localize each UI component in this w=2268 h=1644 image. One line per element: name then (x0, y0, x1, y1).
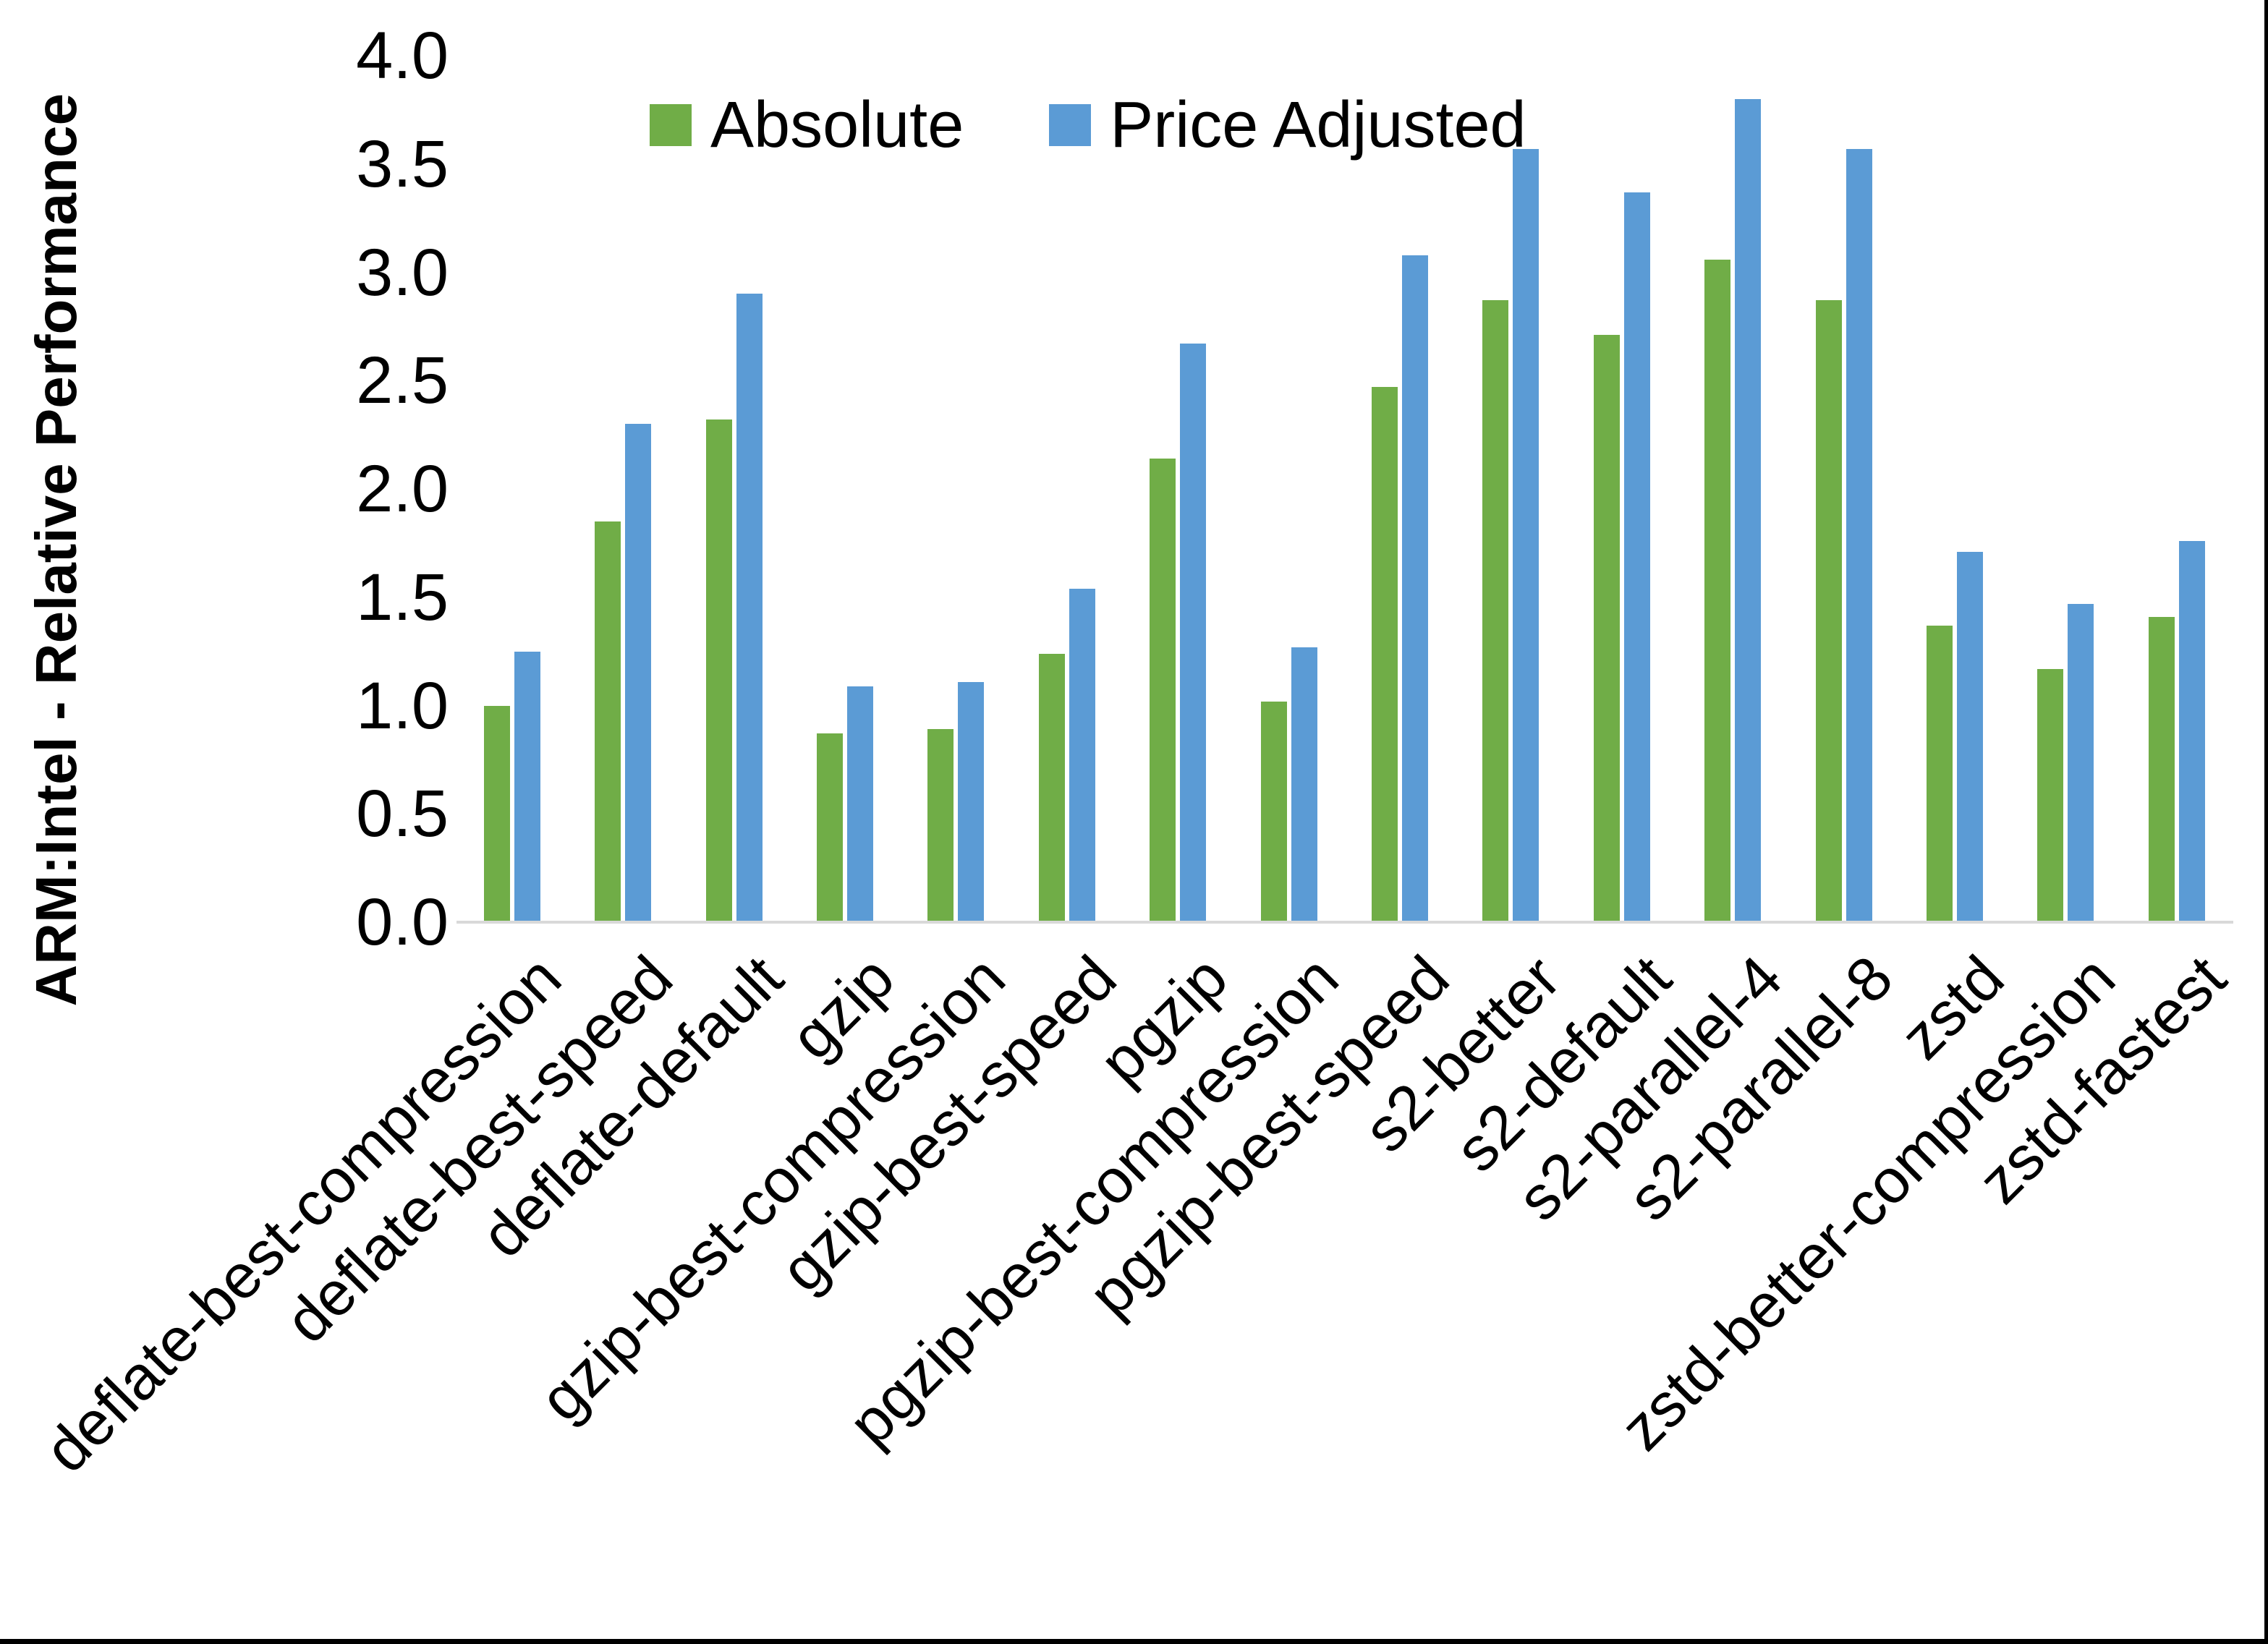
y-tick-label: 3.5 (356, 127, 449, 201)
bar-absolute-zstd-better-compression (2037, 668, 2064, 922)
y-tick-label: 1.0 (356, 668, 449, 743)
bar-absolute-pgzip-best-speed (1371, 387, 1398, 922)
legend: Absolute Price Adjusted (650, 93, 1526, 158)
bar-price-adjusted-deflate-best-compression (514, 651, 540, 922)
bar-price-adjusted-pgzip-best-speed (1401, 255, 1428, 922)
page-edge-bottom (0, 1639, 2268, 1644)
bar-absolute-deflate-best-speed (595, 521, 621, 922)
bar-price-adjusted-deflate-best-speed (625, 424, 652, 922)
bar-absolute-zstd-fastest (2148, 616, 2175, 922)
bar-price-adjusted-s2-parallel-4 (1735, 98, 1762, 922)
bar-absolute-s2-better (1482, 300, 1509, 922)
bar-price-adjusted-pgzip (1180, 344, 1207, 922)
legend-item-absolute: Absolute (650, 93, 964, 158)
bar-absolute-zstd (1926, 625, 1953, 922)
bar-price-adjusted-pgzip-best-compression (1291, 647, 1317, 922)
bar-absolute-gzip (816, 733, 843, 922)
bar-absolute-deflate-best-compression (483, 705, 510, 922)
y-tick-label: 4.0 (356, 19, 449, 93)
legend-item-price-adjusted: Price Adjusted (1049, 93, 1526, 158)
y-tick-label: 0.5 (356, 777, 449, 851)
y-tick-label: 2.5 (356, 344, 449, 418)
bar-absolute-s2-default (1593, 335, 1620, 922)
bar-absolute-pgzip-best-compression (1260, 701, 1287, 922)
bar-price-adjusted-zstd (1956, 551, 1983, 922)
legend-label-absolute: Absolute (710, 89, 964, 161)
bar-absolute-deflate-default (705, 419, 732, 922)
bar-price-adjusted-s2-better (1513, 148, 1539, 922)
bar-price-adjusted-gzip-best-speed (1069, 588, 1095, 922)
bar-price-adjusted-zstd-fastest (2178, 540, 2205, 922)
bar-price-adjusted-s2-default (1623, 192, 1650, 922)
y-tick-label: 3.0 (356, 235, 449, 310)
y-tick-label: 1.5 (356, 560, 449, 634)
bar-price-adjusted-s2-parallel-8 (1846, 148, 1872, 922)
bar-absolute-gzip-best-compression (927, 729, 954, 922)
bar-price-adjusted-gzip-best-compression (958, 681, 985, 922)
legend-swatch-price-adjusted-icon (1049, 104, 1092, 146)
bar-absolute-pgzip (1150, 459, 1176, 922)
y-tick-label: 2.0 (356, 452, 449, 526)
bar-absolute-s2-parallel-4 (1704, 259, 1731, 922)
bar-price-adjusted-zstd-better-compression (2068, 603, 2094, 922)
x-axis-line (456, 921, 2233, 924)
legend-label-price-adjusted: Price Adjusted (1110, 89, 1526, 161)
y-tick-label: 0.0 (356, 885, 449, 959)
bar-price-adjusted-gzip (846, 686, 873, 922)
page-edge-right (2264, 0, 2268, 1644)
bar-price-adjusted-deflate-default (736, 294, 763, 922)
bar-absolute-s2-parallel-8 (1815, 300, 1842, 922)
legend-swatch-absolute-icon (650, 104, 692, 146)
bar-absolute-gzip-best-speed (1038, 653, 1065, 922)
